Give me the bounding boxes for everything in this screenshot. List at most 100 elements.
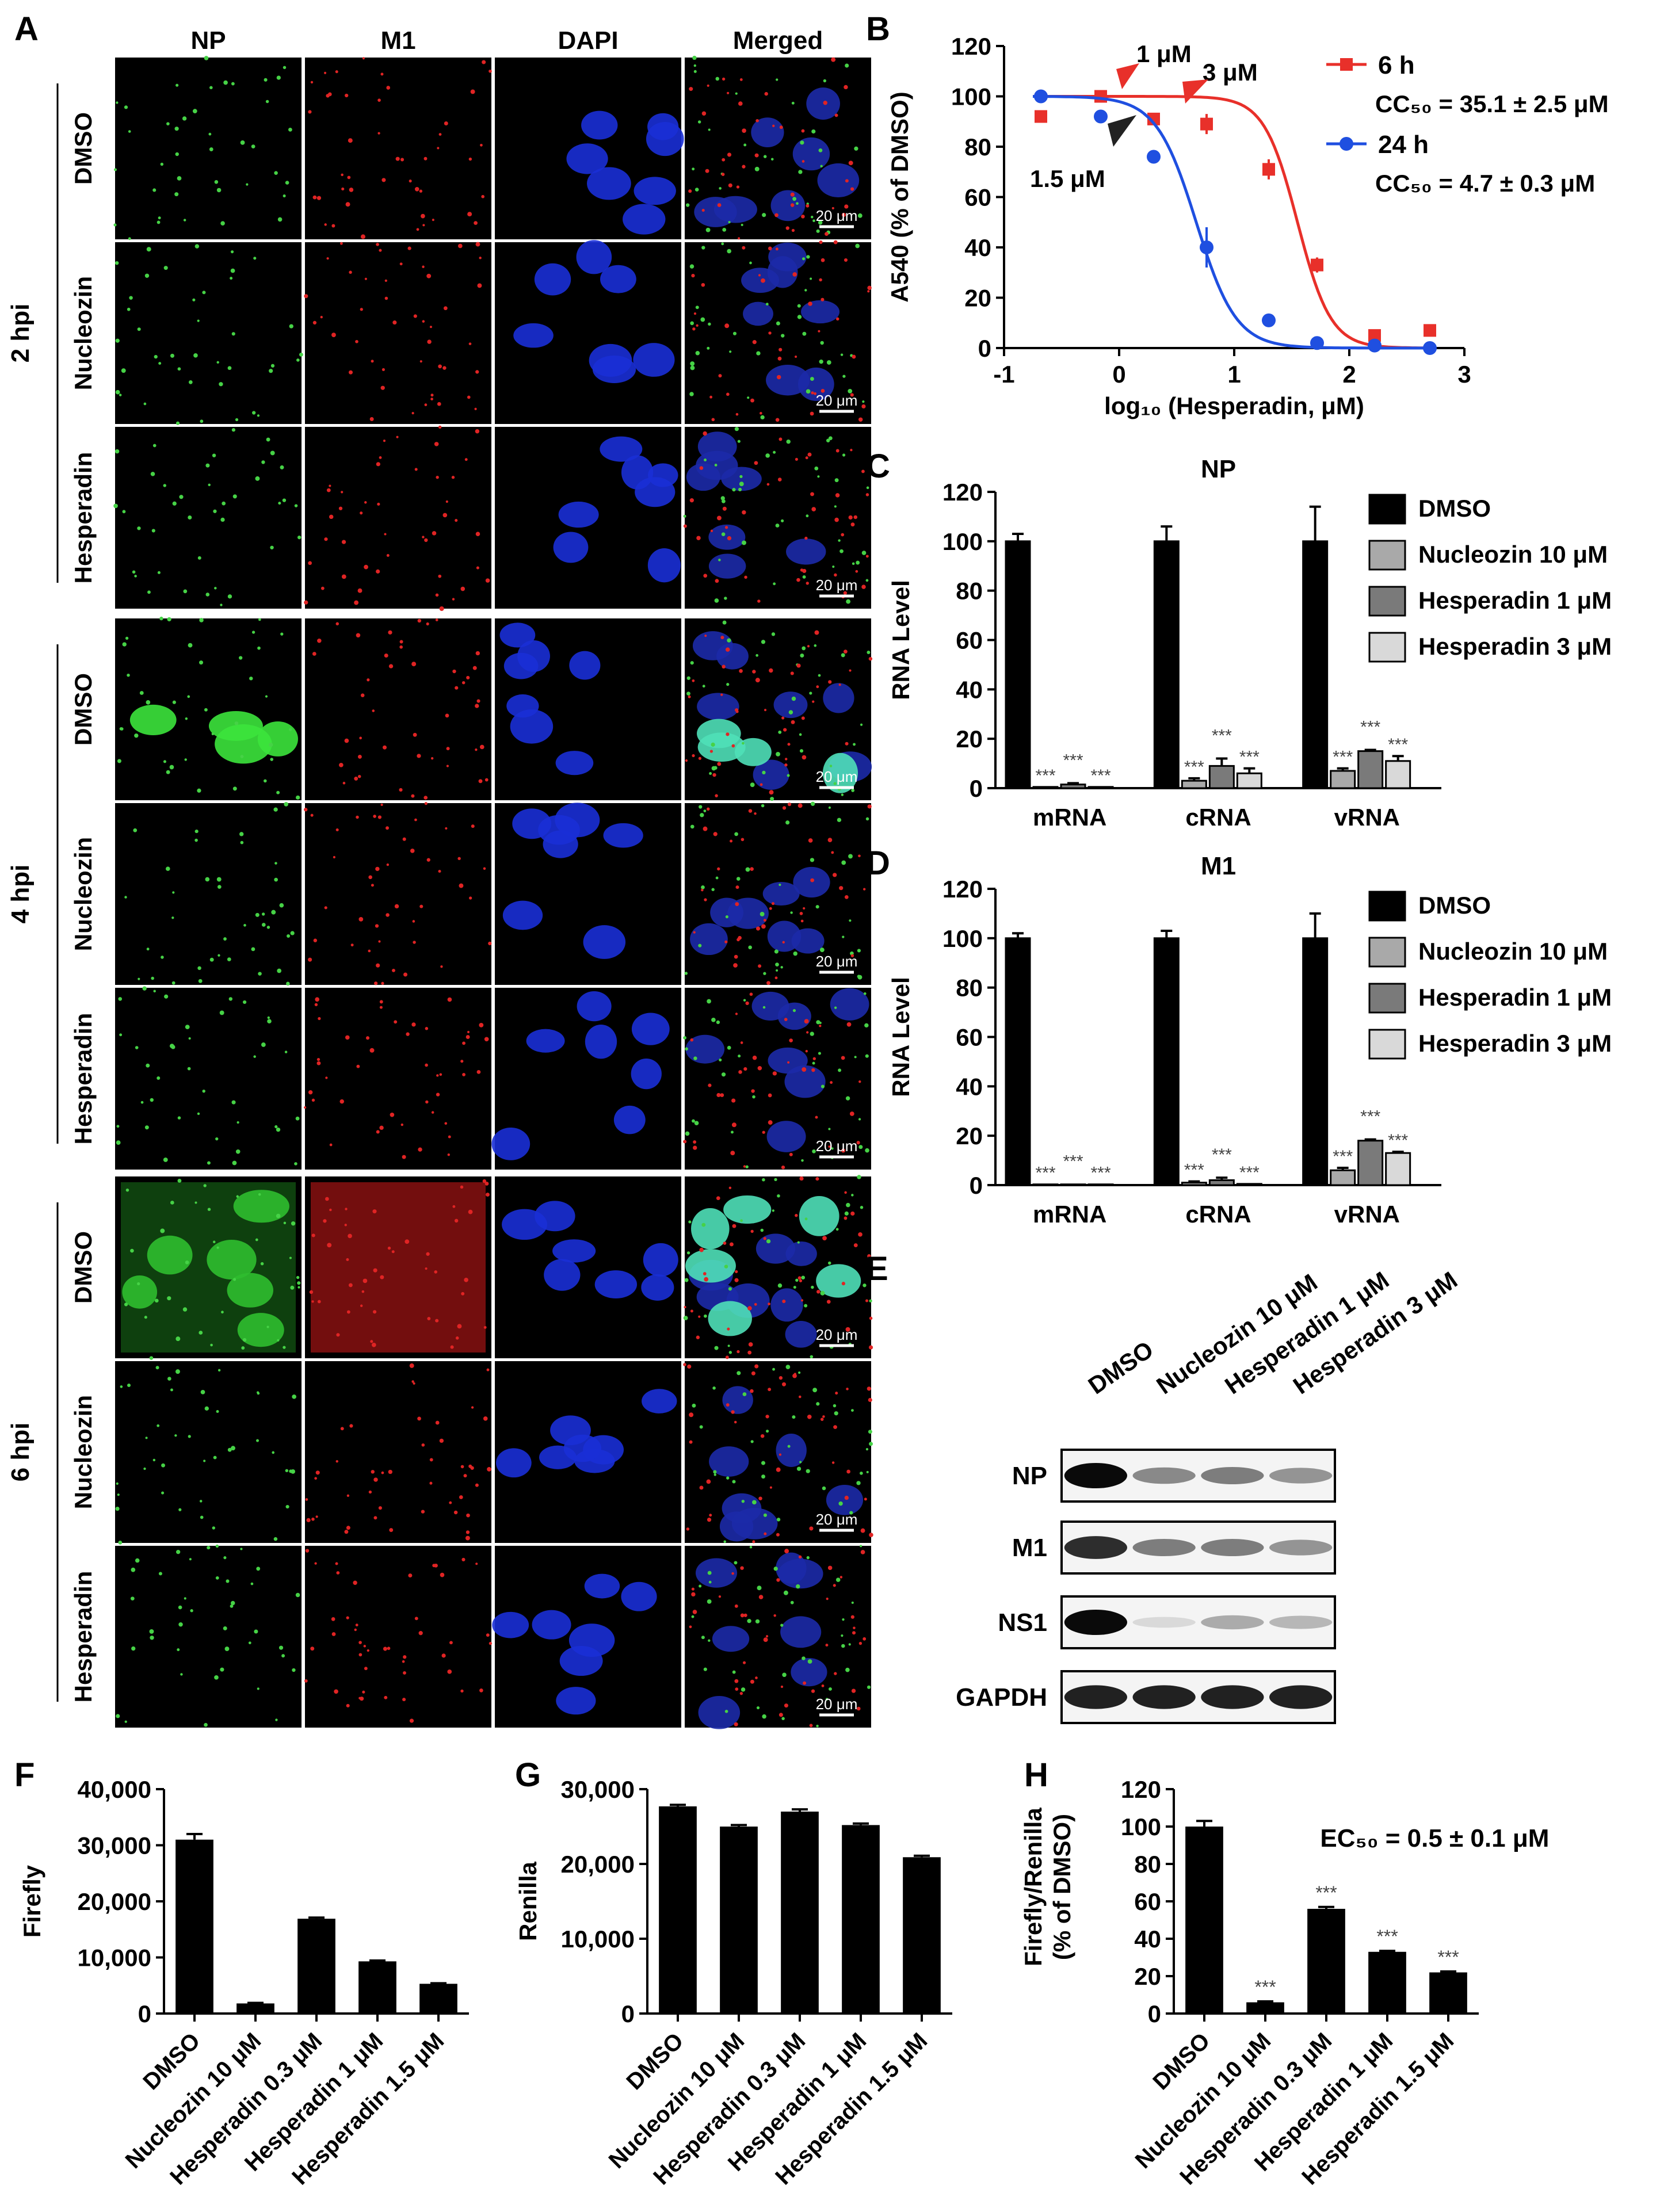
m1-punctum [773, 1614, 776, 1617]
np-punctum [227, 366, 232, 370]
np-punctum [155, 1366, 159, 1370]
m1-punctum [696, 1335, 700, 1339]
np-punctum [264, 78, 268, 82]
m1-punctum [358, 1697, 361, 1699]
b-stat-24h: CC₅₀ = 4.7 ± 0.3 μM [1375, 170, 1595, 197]
m1-punctum [379, 1006, 383, 1009]
b-y-axis-label: A540 (% of DMSO) [886, 91, 913, 302]
np-punctum [230, 268, 235, 273]
np-punctum [840, 353, 844, 356]
m1-punctum [834, 573, 837, 577]
np-punctum [197, 966, 201, 971]
m1-punctum [369, 417, 374, 421]
np-punctum [685, 1047, 688, 1051]
m1-punctum [704, 635, 707, 637]
micrograph-merged: 20 μm [685, 240, 872, 424]
np-punctum [732, 1670, 736, 1674]
m1-punctum [310, 813, 314, 817]
treatment-label-nucleozin: Nucleozin [70, 1395, 97, 1509]
m1-punctum [377, 815, 382, 819]
g-bar [842, 1825, 880, 2014]
m1-punctum [479, 1022, 484, 1027]
m1-punctum [734, 1278, 739, 1282]
nucleus [555, 751, 594, 775]
np-punctum [690, 824, 694, 829]
np-punctum [152, 1458, 156, 1462]
np-punctum [284, 802, 289, 807]
m1-punctum [816, 1290, 821, 1294]
nucleus [648, 463, 678, 487]
m1-punctum [849, 1111, 854, 1116]
d-title: M1 [1201, 852, 1236, 880]
m1-punctum [742, 510, 746, 515]
np-punctum [756, 1706, 760, 1710]
np-punctum [810, 1031, 814, 1036]
np-punctum [257, 414, 260, 417]
np-punctum [232, 494, 237, 499]
m1-punctum [835, 317, 839, 321]
np-punctum [144, 1125, 149, 1130]
np-punctum [793, 1286, 796, 1289]
m1-punctum [769, 907, 772, 910]
c-bar [1357, 750, 1384, 789]
m1-punctum [436, 1074, 439, 1077]
np-punctum [175, 421, 180, 425]
np-punctum [819, 359, 823, 364]
m1-punctum [468, 1209, 473, 1214]
np-punctum [743, 143, 747, 147]
np-punctum [685, 1131, 690, 1136]
np-punctum [209, 86, 213, 90]
c-y-tick-label: 0 [970, 775, 983, 802]
m1-punctum [358, 1641, 362, 1644]
d-y-tick-label: 40 [956, 1073, 983, 1100]
np-punctum [131, 1646, 136, 1651]
m1-punctum [692, 679, 695, 682]
m1-punctum [831, 57, 836, 62]
np-punctum [235, 1149, 241, 1154]
micrograph-m1 [304, 425, 491, 611]
np-punctum [834, 478, 839, 483]
m1-punctum [316, 1061, 321, 1065]
m1-punctum [683, 524, 687, 528]
m1-punctum [831, 851, 834, 854]
np-punctum [115, 449, 120, 454]
m1-punctum [754, 1364, 759, 1369]
m1-punctum [735, 412, 739, 416]
np-punctum [265, 695, 268, 698]
m1-punctum [742, 246, 746, 250]
m1-punctum [801, 215, 805, 219]
np-punctum [188, 1435, 191, 1438]
panel-letter-B: B [866, 10, 890, 48]
np-punctum [765, 453, 770, 458]
np-punctum [256, 1567, 261, 1571]
np-punctum [223, 1626, 227, 1630]
m1-punctum [792, 272, 797, 277]
m1-punctum [311, 1233, 315, 1237]
m1-punctum [304, 1106, 307, 1109]
m1-punctum [730, 839, 733, 843]
np-nucleus-signal [207, 1239, 257, 1280]
np-punctum [159, 616, 163, 621]
np-punctum [692, 167, 695, 171]
np-punctum [161, 1463, 165, 1468]
np-punctum [846, 1202, 850, 1208]
np-punctum [130, 1596, 135, 1601]
np-punctum [748, 945, 752, 950]
m1-punctum [750, 1229, 754, 1233]
m1-punctum [447, 1669, 452, 1674]
f-y-tick-label: 10,000 [78, 1944, 151, 1972]
micrograph-m1 [304, 242, 491, 424]
np-punctum [149, 1629, 154, 1634]
m1-punctum [373, 1516, 377, 1520]
np-punctum [202, 1089, 205, 1093]
np-punctum [708, 322, 711, 326]
nucleus [587, 167, 631, 200]
np-punctum [209, 147, 213, 151]
nucleus [786, 538, 826, 565]
np-punctum [776, 751, 780, 757]
np-punctum [845, 1096, 850, 1101]
np-punctum [227, 594, 232, 599]
np-punctum [231, 82, 235, 86]
np-punctum [792, 197, 796, 201]
m1-punctum [799, 1176, 804, 1181]
